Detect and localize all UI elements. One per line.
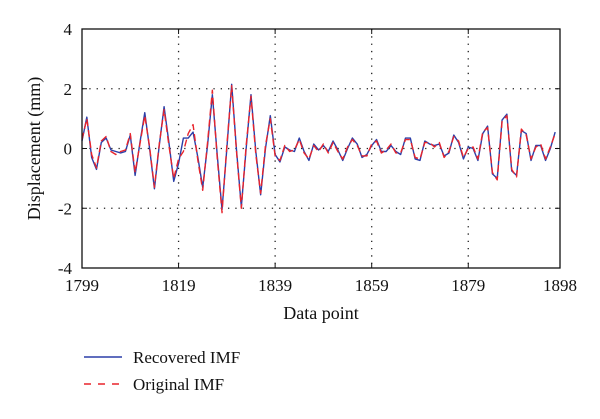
x-tick-label: 1898 [543, 276, 577, 295]
x-tick-label: 1819 [162, 276, 196, 295]
y-tick-label: 2 [64, 80, 73, 99]
x-tick-label: 1879 [451, 276, 485, 295]
x-tick-label: 1799 [65, 276, 99, 295]
x-tick-label: 1839 [258, 276, 292, 295]
x-axis-title: Data point [283, 303, 358, 323]
y-tick-label: 4 [64, 20, 73, 39]
legend-label-recovered-imf: Recovered IMF [133, 348, 240, 367]
axis-ticks: 1799 1819 1839 1859 1879 1898 -4 -2 0 2 4 [58, 20, 577, 295]
y-tick-label: -4 [58, 259, 73, 278]
y-axis-title: Displacement (mm) [24, 77, 45, 220]
series-line-recovered-imf [81, 83, 556, 211]
y-tick-label: 0 [64, 140, 73, 159]
legend-label-original-imf: Original IMF [133, 375, 224, 394]
x-tick-label: 1859 [355, 276, 389, 295]
y-tick-label: -2 [58, 199, 72, 218]
series-line-original-imf [81, 85, 556, 214]
series-lines [81, 83, 556, 214]
legend: Recovered IMF Original IMF [84, 348, 240, 394]
